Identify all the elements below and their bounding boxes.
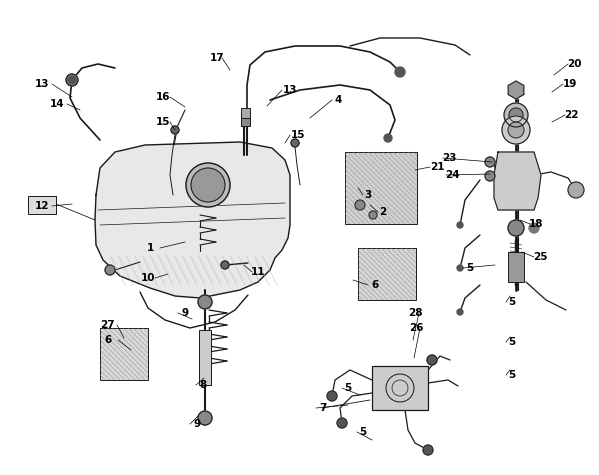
Polygon shape	[95, 142, 290, 298]
Text: 2: 2	[379, 207, 386, 217]
Circle shape	[369, 211, 377, 219]
Polygon shape	[508, 81, 524, 99]
Bar	[241, 108, 250, 118]
Circle shape	[392, 380, 408, 396]
Bar	[241, 118, 250, 126]
Circle shape	[221, 261, 229, 269]
Circle shape	[327, 391, 337, 401]
Bar	[508, 252, 524, 282]
Text: 28: 28	[408, 308, 422, 318]
Text: 10: 10	[141, 273, 155, 283]
Circle shape	[386, 374, 414, 402]
Text: 11: 11	[251, 267, 265, 277]
Text: 5: 5	[359, 427, 367, 437]
Circle shape	[198, 411, 212, 425]
Circle shape	[105, 265, 115, 275]
Text: 12: 12	[35, 201, 49, 211]
Text: 5: 5	[509, 297, 516, 307]
Text: 9: 9	[193, 419, 201, 429]
Text: 5: 5	[467, 263, 474, 273]
Text: 21: 21	[429, 162, 444, 172]
Bar	[372, 366, 428, 410]
Circle shape	[384, 134, 392, 142]
Circle shape	[198, 295, 212, 309]
Text: 5: 5	[344, 383, 352, 393]
Text: 22: 22	[564, 110, 578, 120]
Bar	[28, 196, 56, 214]
Text: 6: 6	[371, 280, 379, 290]
Text: 8: 8	[199, 380, 207, 390]
Text: 6: 6	[104, 335, 111, 345]
Text: 14: 14	[50, 99, 64, 109]
Circle shape	[457, 265, 463, 271]
Circle shape	[508, 220, 524, 236]
Text: 19: 19	[563, 79, 577, 89]
Circle shape	[186, 163, 230, 207]
Text: 1: 1	[146, 243, 153, 253]
Text: 5: 5	[509, 337, 516, 347]
Text: 15: 15	[156, 117, 170, 127]
Circle shape	[427, 355, 437, 365]
Circle shape	[568, 182, 584, 198]
Text: 20: 20	[567, 59, 581, 69]
Text: 23: 23	[441, 153, 456, 163]
Circle shape	[423, 445, 433, 455]
Text: 3: 3	[364, 190, 371, 200]
Text: 4: 4	[334, 95, 341, 105]
Circle shape	[529, 223, 539, 233]
Text: 25: 25	[533, 252, 547, 262]
Circle shape	[355, 200, 365, 210]
Text: 7: 7	[319, 403, 326, 413]
Circle shape	[508, 122, 524, 138]
Text: 5: 5	[509, 370, 516, 380]
Text: 16: 16	[156, 92, 170, 102]
Text: 9: 9	[181, 308, 189, 318]
Circle shape	[291, 139, 299, 147]
Text: 15: 15	[291, 130, 305, 140]
Circle shape	[171, 126, 179, 134]
Text: 27: 27	[99, 320, 114, 330]
Text: 17: 17	[210, 53, 224, 63]
Circle shape	[485, 171, 495, 181]
Circle shape	[485, 157, 495, 167]
Polygon shape	[494, 152, 541, 210]
Circle shape	[66, 74, 78, 86]
Circle shape	[337, 418, 347, 428]
Bar	[199, 330, 211, 385]
Circle shape	[509, 108, 523, 122]
Text: 18: 18	[529, 219, 543, 229]
Circle shape	[504, 103, 528, 127]
Circle shape	[502, 116, 530, 144]
Text: 26: 26	[409, 323, 423, 333]
Text: 13: 13	[283, 85, 297, 95]
Circle shape	[191, 168, 225, 202]
Bar	[345, 152, 417, 224]
Circle shape	[457, 309, 463, 315]
Bar	[100, 328, 148, 380]
Circle shape	[457, 222, 463, 228]
Text: 24: 24	[444, 170, 459, 180]
Text: 13: 13	[35, 79, 49, 89]
Circle shape	[68, 76, 76, 84]
Circle shape	[395, 67, 405, 77]
Bar	[358, 248, 416, 300]
